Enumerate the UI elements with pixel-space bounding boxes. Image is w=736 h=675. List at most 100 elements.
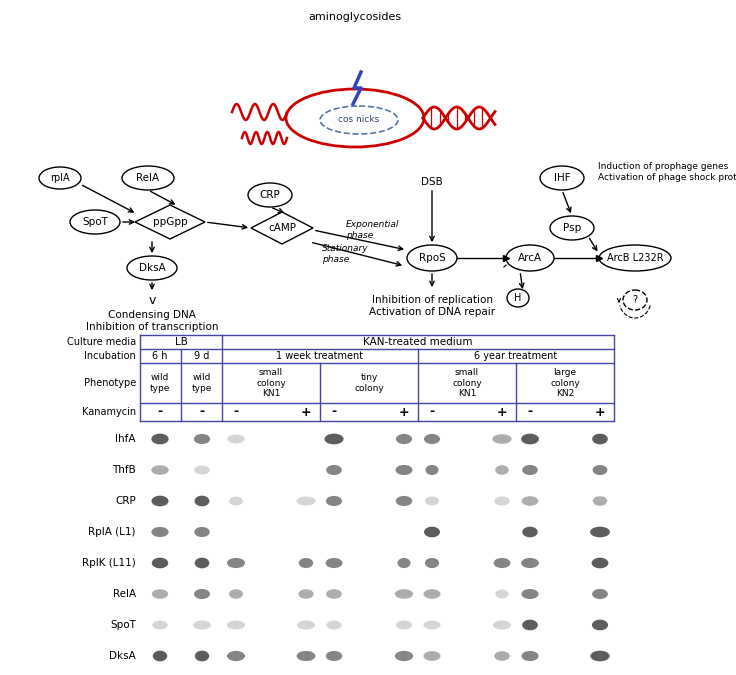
Ellipse shape — [122, 166, 174, 190]
Text: RelA: RelA — [136, 173, 160, 183]
Text: -: - — [429, 406, 434, 418]
Text: -: - — [158, 406, 163, 418]
Text: RplK (L11): RplK (L11) — [82, 558, 136, 568]
Ellipse shape — [152, 495, 169, 506]
Text: KAN-treated medium: KAN-treated medium — [364, 337, 473, 347]
Ellipse shape — [325, 433, 344, 444]
Text: cos nicks: cos nicks — [339, 115, 380, 124]
Ellipse shape — [590, 651, 609, 661]
Text: -: - — [331, 406, 336, 418]
Text: CRP: CRP — [116, 496, 136, 506]
Ellipse shape — [152, 558, 169, 568]
Ellipse shape — [522, 496, 538, 506]
Text: large
colony
KN2: large colony KN2 — [550, 368, 580, 398]
Ellipse shape — [194, 495, 210, 506]
Text: 9 d: 9 d — [194, 351, 210, 361]
Text: ?: ? — [632, 295, 637, 305]
Ellipse shape — [326, 465, 342, 475]
Ellipse shape — [248, 183, 292, 207]
Text: Condensing DNA
Inhibition of transcription: Condensing DNA Inhibition of transcripti… — [86, 310, 219, 331]
Text: +: + — [399, 406, 409, 418]
Text: RplA (L1): RplA (L1) — [88, 527, 136, 537]
Ellipse shape — [592, 558, 609, 568]
Ellipse shape — [70, 210, 120, 234]
Text: rplA: rplA — [50, 173, 70, 183]
Ellipse shape — [423, 620, 441, 630]
Ellipse shape — [494, 558, 511, 568]
Text: +: + — [595, 406, 605, 418]
Text: small
colony
KN1: small colony KN1 — [256, 368, 286, 398]
Text: 6 h: 6 h — [152, 351, 168, 361]
Text: RelA: RelA — [113, 589, 136, 599]
Ellipse shape — [521, 433, 539, 444]
Text: Incubation: Incubation — [84, 351, 136, 361]
Text: +: + — [301, 406, 311, 418]
Ellipse shape — [195, 651, 209, 661]
Ellipse shape — [495, 589, 509, 599]
Polygon shape — [135, 205, 205, 239]
Ellipse shape — [299, 558, 314, 568]
Ellipse shape — [521, 651, 539, 661]
Ellipse shape — [326, 589, 342, 599]
Text: Psp: Psp — [563, 223, 581, 233]
Ellipse shape — [325, 558, 342, 568]
Ellipse shape — [152, 527, 169, 537]
Ellipse shape — [507, 289, 529, 307]
Ellipse shape — [425, 558, 439, 568]
Ellipse shape — [623, 290, 647, 310]
Text: cAMP: cAMP — [268, 223, 296, 233]
Text: +: + — [497, 406, 507, 418]
Ellipse shape — [592, 465, 607, 475]
Ellipse shape — [397, 558, 411, 568]
Ellipse shape — [195, 558, 209, 568]
Ellipse shape — [298, 589, 314, 599]
Ellipse shape — [396, 434, 412, 444]
Ellipse shape — [194, 466, 210, 475]
Text: wild
type: wild type — [150, 373, 170, 393]
Text: ArcA: ArcA — [518, 253, 542, 263]
Text: DksA: DksA — [109, 651, 136, 661]
Ellipse shape — [424, 526, 440, 537]
Text: -: - — [528, 406, 533, 418]
Text: Culture media: Culture media — [67, 337, 136, 347]
Text: IHF: IHF — [553, 173, 570, 183]
Ellipse shape — [495, 651, 510, 661]
Ellipse shape — [394, 589, 413, 599]
Ellipse shape — [194, 527, 210, 537]
Ellipse shape — [297, 620, 315, 630]
Text: Exponential
phase: Exponential phase — [346, 220, 400, 240]
Text: 6 year treatment: 6 year treatment — [475, 351, 558, 361]
Ellipse shape — [326, 651, 342, 661]
Ellipse shape — [521, 558, 539, 568]
Text: wild
type: wild type — [192, 373, 212, 393]
Ellipse shape — [194, 434, 210, 444]
Text: DksA: DksA — [138, 263, 166, 273]
Ellipse shape — [592, 620, 608, 630]
Ellipse shape — [297, 651, 316, 661]
Ellipse shape — [227, 558, 245, 568]
Text: Phenotype: Phenotype — [84, 378, 136, 388]
Ellipse shape — [227, 620, 245, 630]
Ellipse shape — [423, 651, 441, 661]
Text: v: v — [149, 294, 156, 307]
Text: H: H — [514, 293, 522, 303]
Ellipse shape — [152, 589, 168, 599]
Ellipse shape — [523, 526, 538, 537]
Text: RpoS: RpoS — [419, 253, 445, 263]
Text: ThfB: ThfB — [113, 465, 136, 475]
Ellipse shape — [550, 216, 594, 240]
Text: LB: LB — [174, 337, 188, 347]
Ellipse shape — [522, 620, 538, 630]
Text: ArcB L232R: ArcB L232R — [606, 253, 663, 263]
Text: SpoT: SpoT — [82, 217, 108, 227]
Ellipse shape — [592, 433, 608, 444]
Ellipse shape — [493, 620, 511, 630]
Ellipse shape — [395, 651, 413, 661]
Ellipse shape — [153, 651, 167, 661]
Text: SpoT: SpoT — [110, 620, 136, 630]
Ellipse shape — [227, 435, 245, 443]
Text: DSB: DSB — [421, 177, 443, 187]
Ellipse shape — [194, 620, 210, 630]
Ellipse shape — [152, 433, 169, 444]
Ellipse shape — [194, 589, 210, 599]
